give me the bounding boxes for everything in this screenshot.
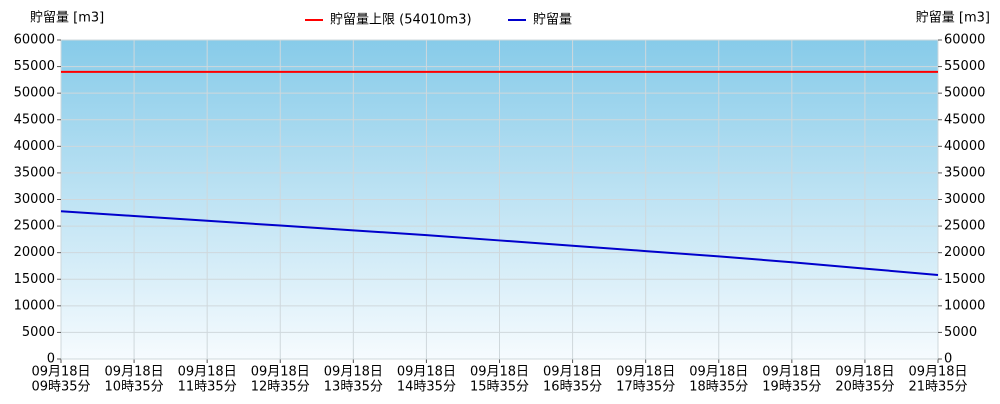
y2-tick-label: 5000 (944, 325, 977, 340)
y-tick-label: 10000 (14, 298, 55, 313)
y-tick-label: 50000 (14, 86, 55, 101)
y2-tick-label: 60000 (944, 33, 985, 48)
x-tick-label: 16時35分 (543, 380, 602, 395)
y-tick-label: 60000 (14, 33, 55, 48)
y2-tick-label: 0 (944, 352, 952, 367)
x-tick-label: 09月18日 (689, 365, 748, 380)
x-tick-label: 10時35分 (105, 380, 164, 395)
x-tick-label: 09月18日 (543, 365, 602, 380)
x-tick-label: 17時35分 (616, 380, 675, 395)
y2-tick-label: 25000 (944, 219, 985, 234)
x-tick-label: 12時35分 (251, 380, 310, 395)
y-tick-label: 40000 (14, 139, 55, 154)
legend-label: 貯留量 (533, 13, 572, 28)
y-tick-label: 35000 (14, 165, 55, 180)
y-tick-label: 20000 (14, 245, 55, 260)
x-tick-label: 09月18日 (324, 365, 383, 380)
x-tick-label: 14時35分 (397, 380, 456, 395)
x-tick-label: 19時35分 (762, 380, 821, 395)
x-tick-label: 20時35分 (835, 380, 894, 395)
x-tick-label: 09月18日 (251, 365, 310, 380)
x-tick-label: 09月18日 (616, 365, 675, 380)
y-tick-label: 55000 (14, 59, 55, 74)
y-tick-label: 25000 (14, 219, 55, 234)
x-tick-label: 09月18日 (762, 365, 821, 380)
x-tick-label: 09月18日 (178, 365, 237, 380)
y2-tick-label: 40000 (944, 139, 985, 154)
y2-tick-label: 45000 (944, 112, 985, 127)
x-tick-label: 09月18日 (470, 365, 529, 380)
y2-tick-label: 30000 (944, 192, 985, 207)
y-tick-label: 45000 (14, 112, 55, 127)
y-tick-label: 15000 (14, 272, 55, 287)
x-tick-label: 09月18日 (835, 365, 894, 380)
y2-tick-label: 50000 (944, 86, 985, 101)
y-tick-label: 30000 (14, 192, 55, 207)
y-tick-label: 0 (47, 352, 55, 367)
y2-tick-label: 10000 (944, 298, 985, 313)
y2-tick-label: 20000 (944, 245, 985, 260)
x-tick-label: 09月18日 (908, 365, 967, 380)
y2-tick-label: 55000 (944, 59, 985, 74)
x-tick-label: 21時35分 (908, 380, 967, 395)
x-tick-label: 09月18日 (105, 365, 164, 380)
legend-label: 貯留量上限 (54010m3) (330, 13, 472, 28)
x-tick-label: 13時35分 (324, 380, 383, 395)
x-tick-label: 18時35分 (689, 380, 748, 395)
y2-tick-label: 15000 (944, 272, 985, 287)
y-tick-label: 5000 (22, 325, 55, 340)
series-line (60, 210, 939, 276)
y-axis-label: 貯留量 [m3] (30, 11, 104, 26)
x-tick-label: 11時35分 (178, 380, 237, 395)
y2-tick-label: 35000 (944, 165, 985, 180)
x-tick-label: 09月18日 (397, 365, 456, 380)
x-tick-label: 15時35分 (470, 380, 529, 395)
x-tick-label: 09時35分 (31, 380, 90, 395)
x-tick-label: 09月18日 (31, 365, 90, 380)
y2-axis-label: 貯留量 [m3] (916, 11, 990, 26)
